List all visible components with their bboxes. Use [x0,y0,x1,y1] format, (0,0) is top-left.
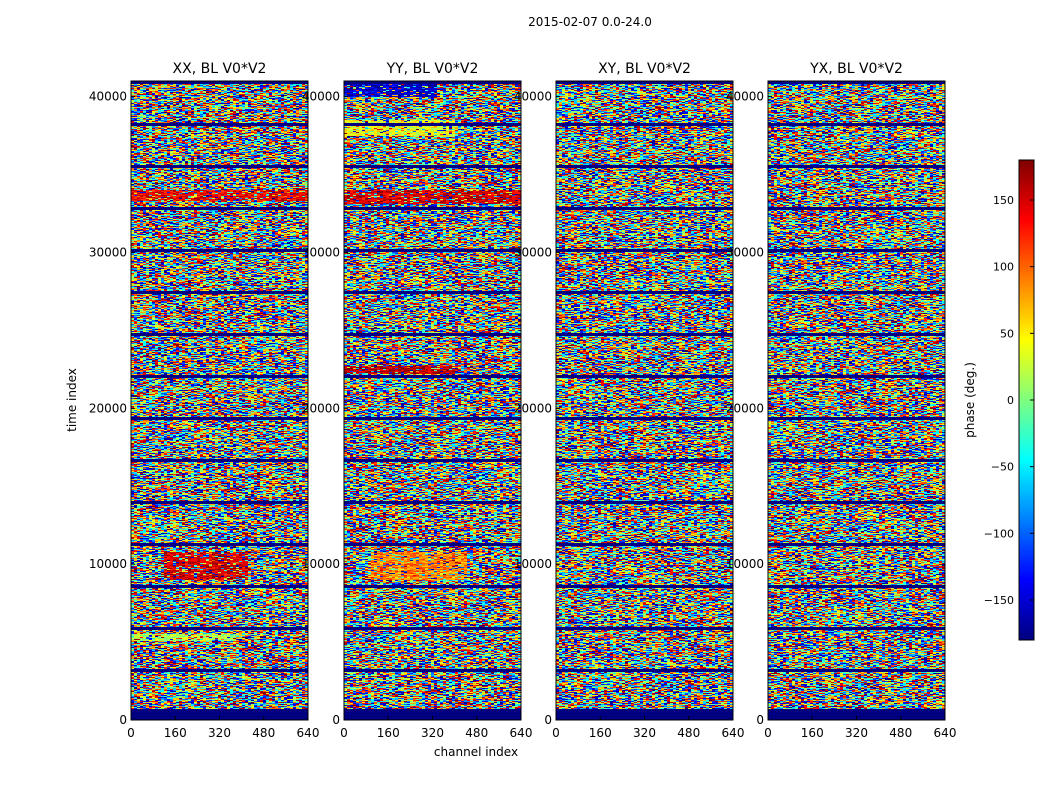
heatmap-yy [344,81,521,720]
heatmap-xx [131,81,308,720]
panel-frame [343,80,522,721]
y-tick-label: 20000 [89,401,127,415]
figure-title: 2015-02-07 0.0-24.0 [528,15,652,29]
x-tick-label: 320 [845,726,868,740]
colorbar-tick-label: 150 [993,194,1014,207]
x-tick-label: 640 [934,726,957,740]
y-axis-label: time index [65,368,79,432]
x-tick-label: 160 [801,726,824,740]
y-tick-label: 10000 [726,557,764,571]
y-tick-label: 0 [756,713,764,727]
y-tick-label: 20000 [514,401,552,415]
x-tick-label: 640 [297,726,320,740]
x-tick-label: 640 [510,726,533,740]
colorbar-tick-label: −150 [984,594,1014,607]
x-tick-label: 640 [722,726,745,740]
colorbar-gradient [1019,160,1034,640]
colorbar-tick-label: 100 [993,261,1014,274]
y-tick-label: 10000 [302,557,340,571]
y-tick-label: 40000 [514,90,552,104]
x-tick-label: 160 [377,726,400,740]
panel-title: YY, BL V0*V2 [386,61,479,77]
y-tick-label: 10000 [514,557,552,571]
y-tick-label: 0 [119,713,127,727]
panel-title: XX, BL V0*V2 [173,61,267,77]
x-tick-label: 320 [633,726,656,740]
y-tick-label: 40000 [726,90,764,104]
y-tick-label: 30000 [726,245,764,259]
colorbar-tick-label: 0 [1007,394,1014,407]
y-tick-label: 30000 [302,245,340,259]
y-tick-label: 0 [544,713,552,727]
x-tick-label: 0 [127,726,135,740]
y-tick-label: 40000 [302,90,340,104]
panel-title: XY, BL V0*V2 [598,61,691,77]
y-tick-label: 30000 [514,245,552,259]
panel-frame [130,80,309,721]
colorbar-tick-label: 50 [1000,327,1014,340]
x-axis-label: channel index [434,745,518,759]
x-tick-label: 0 [552,726,560,740]
colorbar-label: phase (deg.) [963,362,977,438]
heatmap-yx [768,81,945,720]
x-tick-label: 160 [589,726,612,740]
x-tick-label: 480 [465,726,488,740]
colorbar-tick-label: −50 [991,461,1014,474]
heatmap-xy [556,81,733,720]
y-tick-label: 40000 [89,90,127,104]
x-tick-label: 0 [340,726,348,740]
x-tick-label: 480 [252,726,275,740]
colorbar-tick-label: −100 [984,527,1014,540]
panel-title: YX, BL V0*V2 [809,61,903,77]
panel-frame [555,80,734,721]
x-tick-label: 480 [677,726,700,740]
x-tick-label: 480 [889,726,912,740]
y-tick-label: 20000 [302,401,340,415]
y-tick-label: 0 [332,713,340,727]
x-tick-label: 320 [208,726,231,740]
y-tick-label: 20000 [726,401,764,415]
x-tick-label: 0 [764,726,772,740]
panel-frame [767,80,946,721]
x-tick-label: 160 [164,726,187,740]
y-tick-label: 30000 [89,245,127,259]
x-tick-label: 320 [421,726,444,740]
y-tick-label: 10000 [89,557,127,571]
